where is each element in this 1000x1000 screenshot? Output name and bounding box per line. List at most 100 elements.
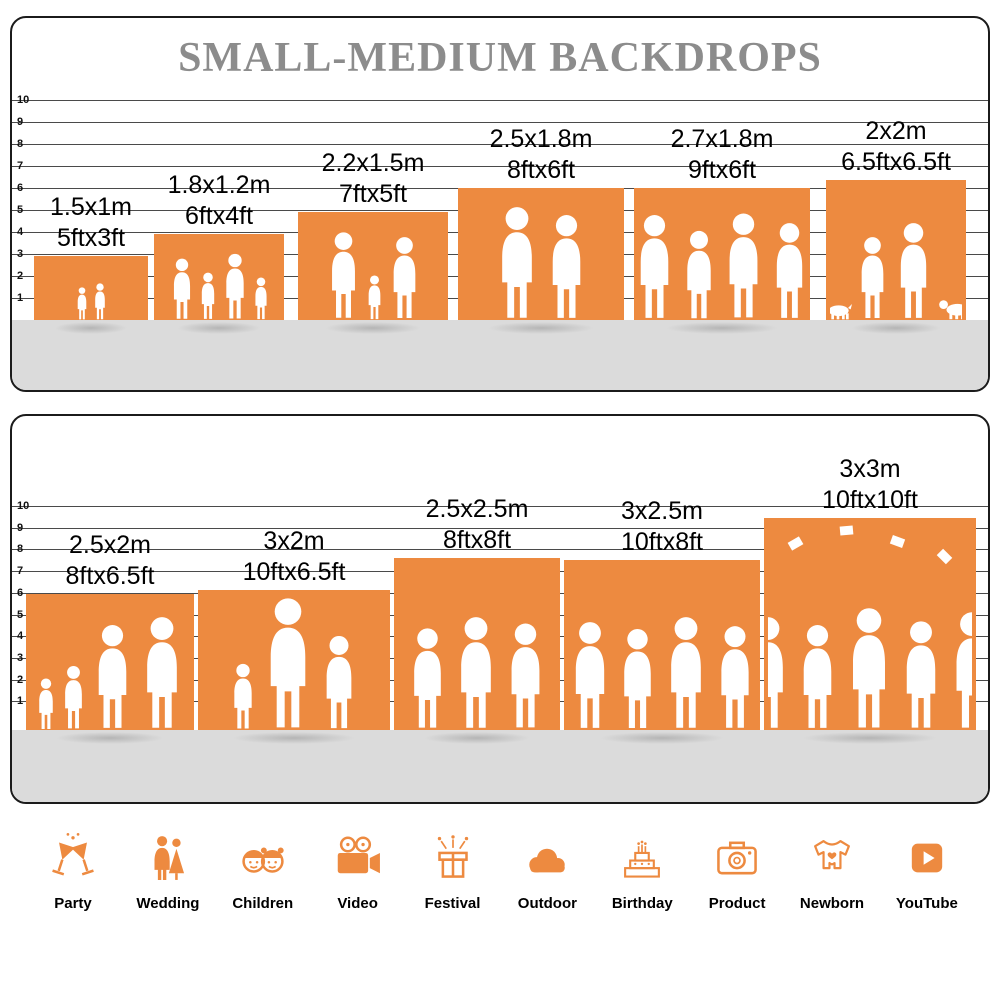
floor-shadow: [39, 730, 181, 746]
scale-tick: 4: [17, 630, 24, 643]
category-party: Party: [32, 830, 114, 912]
person-silhouette: [662, 616, 710, 730]
scale-line: [12, 122, 988, 123]
category-festival: Festival: [412, 830, 494, 912]
person-silhouette: [680, 230, 718, 320]
festival-gift-icon: [426, 830, 480, 886]
backdrop-rect: [34, 256, 148, 320]
backdrop-3x2m: 3x2m 10ftx6.5ft: [198, 527, 390, 746]
person-silhouette: [616, 628, 659, 730]
metric-size: 3x3m: [839, 455, 901, 483]
scale-tick: 3: [17, 651, 24, 664]
category-newborn: Newborn: [791, 830, 873, 912]
person-silhouette: [493, 206, 541, 320]
family-group: [30, 616, 190, 730]
scale-line: [12, 506, 988, 507]
metric-size: 1.8x1.2m: [167, 171, 271, 199]
backdrop-1-5x1m: 1.5x1m 5ftx3ft: [34, 193, 148, 336]
scale-tick: 9: [17, 521, 24, 534]
medium-backdrops-panel: 10 9 8 7 6 5 4 3 2 1 2.5x2m 8ftx6.5ft 3x2m 10ftx6.5ft…: [10, 414, 990, 804]
child-silhouette: [252, 277, 270, 320]
child-silhouette: [365, 275, 384, 320]
scale-tick: 2: [17, 673, 24, 686]
metric-size: 2.2x1.5m: [321, 149, 425, 177]
scale-tick: 7: [17, 160, 24, 172]
person-silhouette: [795, 624, 840, 730]
scale-tick: 8: [17, 543, 24, 556]
backdrop-2-5x2-5m: 2.5x2.5m 8ftx8ft: [394, 495, 560, 746]
category-outdoor: Outdoor: [506, 830, 588, 912]
metric-size: 1.5x1m: [50, 193, 132, 221]
pet-silhouette: [830, 300, 852, 320]
party-glasses-icon: [46, 830, 100, 886]
backdrop-size-label: 2.5x1.8m 8ftx6ft: [490, 124, 593, 188]
feet-size: 10ftx10ft: [822, 485, 918, 514]
category-children: Children: [222, 830, 304, 912]
floor-shadow: [648, 320, 796, 336]
scale-tick: 1: [17, 695, 24, 708]
person-silhouette: [769, 222, 807, 320]
person-silhouette: [325, 231, 362, 320]
backdrop-2-5x2m: 2.5x2m 8ftx6.5ft: [26, 531, 194, 746]
feet-size: 8ftx6ft: [506, 155, 576, 184]
feet-size: 10ftx8ft: [621, 527, 703, 556]
backdrop-size-label: 2.7x1.8m 9ftx6ft: [671, 124, 774, 188]
category-birthday: Birthday: [601, 830, 683, 912]
youtube-play-icon: [900, 830, 954, 886]
person-silhouette: [452, 616, 500, 730]
small-backdrops-panel: SMALL-MEDIUM BACKDROPS 10 9 8 7 6 5 4 3 2 1 1.5x1m…: [10, 16, 990, 392]
floor-shadow: [164, 320, 274, 336]
child-silhouette: [75, 287, 89, 320]
category-row: Party Wedding Children Video Festival Outdoor…: [14, 830, 986, 912]
camera-icon: [710, 830, 764, 886]
person-silhouette: [855, 236, 890, 320]
category-label: Children: [232, 895, 294, 912]
category-label: YouTube: [895, 895, 958, 912]
scale-line: [12, 549, 988, 551]
category-wedding: Wedding: [127, 830, 209, 912]
child-silhouette: [169, 258, 195, 320]
page-title: SMALL-MEDIUM BACKDROPS: [178, 35, 822, 81]
metric-size: 2x2m: [865, 117, 927, 145]
backdrop-size-label: 3x2.5m 10ftx8ft: [621, 496, 703, 560]
floor-shadow: [471, 320, 611, 336]
person-silhouette: [503, 622, 548, 730]
backdrop-size-label: 2.2x1.5m 7ftx5ft: [322, 148, 425, 212]
person-silhouette: [947, 611, 972, 730]
backdrop-2x2m: 2x2m 6.5ftx6.5ft: [826, 117, 966, 336]
pet-silhouette: [937, 298, 962, 320]
children-running: [158, 253, 280, 320]
scale-tick: 6: [17, 182, 24, 194]
person-silhouette: [721, 212, 766, 320]
scale-line: [12, 527, 988, 529]
backdrop-rect: [826, 180, 966, 320]
feet-size: 8ftx8ft: [442, 525, 512, 554]
category-label: Outdoor: [517, 895, 577, 912]
backdrop-size-label: 2.5x2.5m 8ftx8ft: [426, 494, 529, 558]
backdrop-size-label: 1.8x1.2m 6ftx4ft: [168, 170, 271, 234]
category-label: Wedding: [136, 895, 200, 912]
feet-size: 8ftx6.5ft: [65, 561, 155, 590]
backdrop-size-label: 2.5x2m 8ftx6.5ft: [66, 530, 155, 594]
family-holding-hands: [302, 231, 444, 320]
feet-size: 6.5ftx6.5ft: [841, 147, 951, 176]
person-silhouette: [893, 222, 934, 320]
scale-line: [12, 100, 988, 101]
floor-shadow: [213, 730, 375, 746]
child-silhouette: [221, 253, 249, 320]
child-silhouette: [35, 678, 57, 730]
person-silhouette: [713, 625, 756, 730]
child-silhouette: [92, 283, 108, 320]
person-silhouette: [387, 236, 422, 320]
scale-tick: 10: [17, 500, 30, 512]
person-silhouette: [260, 597, 316, 730]
backdrop-3x3m: 3x3m 10ftx10ft: [764, 455, 976, 746]
birthday-cake-icon: [615, 830, 669, 886]
dancing-group: [638, 212, 806, 320]
scale-tick: 8: [17, 138, 24, 150]
backdrop-size-label: 2x2m 6.5ftx6.5ft: [841, 116, 951, 180]
person-silhouette: [90, 624, 135, 730]
metric-size: 2.5x2.5m: [425, 495, 529, 523]
category-video: Video: [317, 830, 399, 912]
category-label: Party: [54, 895, 92, 912]
